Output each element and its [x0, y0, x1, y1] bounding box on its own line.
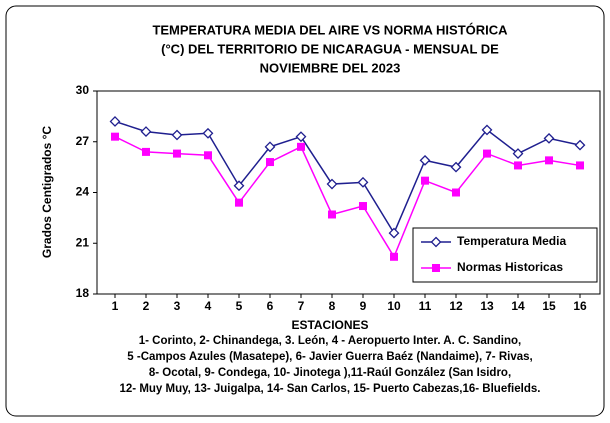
point: [326, 178, 338, 190]
x-tick-label: 10: [387, 299, 401, 313]
x-tick-label: 2: [143, 299, 150, 313]
x-tick-label: 1: [112, 299, 119, 313]
point: [481, 124, 493, 136]
legend-marker: [430, 236, 442, 248]
point: [390, 252, 398, 261]
x-tick-label: 3: [174, 299, 181, 313]
note-line: 1- Corinto, 2- Chinandega, 3. León, 4 - …: [139, 335, 522, 347]
x-tick-label: 5: [236, 299, 243, 313]
legend-label: Temperatura Media: [457, 234, 566, 248]
notes: 1- Corinto, 2- Chinandega, 3. León, 4 - …: [120, 335, 541, 395]
series-line: [114, 136, 581, 259]
title-line: TEMPERATURA MEDIA DEL AIRE VS NORMA HIST…: [152, 22, 508, 37]
legend-label: Normas Historicas: [457, 260, 563, 274]
x-axis-label: ESTACIONES: [291, 318, 368, 332]
point: [109, 116, 121, 127]
point: [235, 198, 243, 207]
point: [295, 131, 307, 143]
x-tick-label: 11: [419, 299, 432, 313]
note-line: 5 -Campos Azules (Masatepe), 6- Javier G…: [127, 351, 532, 363]
point: [359, 202, 367, 211]
point: [328, 210, 336, 219]
y-tick-label: 30: [76, 83, 90, 97]
note-line: 12- Muy Muy, 13- Juigalpa, 14- San Carlo…: [120, 383, 541, 395]
y-tick-label: 27: [76, 134, 90, 148]
x-tick-label: 15: [542, 299, 556, 313]
legend-marker: [432, 264, 440, 272]
note-line: 8- Ocotal, 9- Condega, 10- Jinotega ),11…: [149, 367, 511, 379]
x-tick-label: 6: [267, 299, 274, 313]
point: [202, 127, 214, 139]
title-line: (°C) DEL TERRITORIO DE NICARAGUA - MENSU…: [161, 41, 499, 56]
point: [483, 149, 491, 158]
point: [264, 141, 276, 153]
point: [173, 149, 181, 158]
point: [111, 132, 119, 141]
y-tick-label: 24: [76, 185, 90, 199]
point: [297, 142, 305, 151]
point: [452, 188, 460, 197]
point: [204, 151, 212, 160]
x-tick-label: 9: [360, 299, 367, 313]
point: [140, 126, 152, 138]
y-tick-label: 21: [76, 235, 90, 249]
x-tick-label: 12: [449, 299, 463, 313]
y-axis-label: Grados Centigrados °C: [40, 126, 54, 258]
point: [545, 156, 553, 165]
legend-box: [412, 227, 598, 283]
point: [543, 132, 555, 144]
x-tick-label: 13: [480, 299, 494, 313]
series-line: [114, 120, 581, 235]
point: [576, 161, 584, 170]
x-tick-label: 14: [511, 299, 525, 313]
title-line: NOVIEMBRE DEL 2023: [260, 60, 401, 75]
point: [388, 227, 400, 239]
point: [171, 129, 183, 141]
x-tick-label: 7: [298, 299, 305, 313]
y-tick-label: 18: [76, 286, 90, 300]
point: [421, 176, 429, 185]
point: [450, 161, 462, 173]
point: [266, 158, 274, 167]
x-tick-label: 8: [329, 299, 336, 313]
point: [142, 147, 150, 156]
point: [512, 148, 524, 160]
x-tick-label: 16: [573, 299, 587, 313]
point: [574, 139, 586, 151]
title: TEMPERATURA MEDIA DEL AIRE VS NORMA HIST…: [152, 22, 508, 75]
point: [233, 180, 245, 192]
point: [419, 154, 431, 166]
x-tick-label: 4: [205, 299, 212, 313]
point: [357, 176, 369, 188]
point: [514, 161, 522, 170]
